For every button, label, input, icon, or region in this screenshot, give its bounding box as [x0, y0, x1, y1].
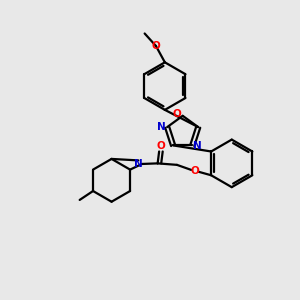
- Text: N: N: [193, 141, 202, 151]
- Text: O: O: [190, 166, 199, 176]
- Text: O: O: [173, 109, 182, 119]
- Text: O: O: [152, 41, 160, 51]
- Text: O: O: [156, 141, 165, 151]
- Text: N: N: [134, 159, 143, 169]
- Text: N: N: [158, 122, 166, 131]
